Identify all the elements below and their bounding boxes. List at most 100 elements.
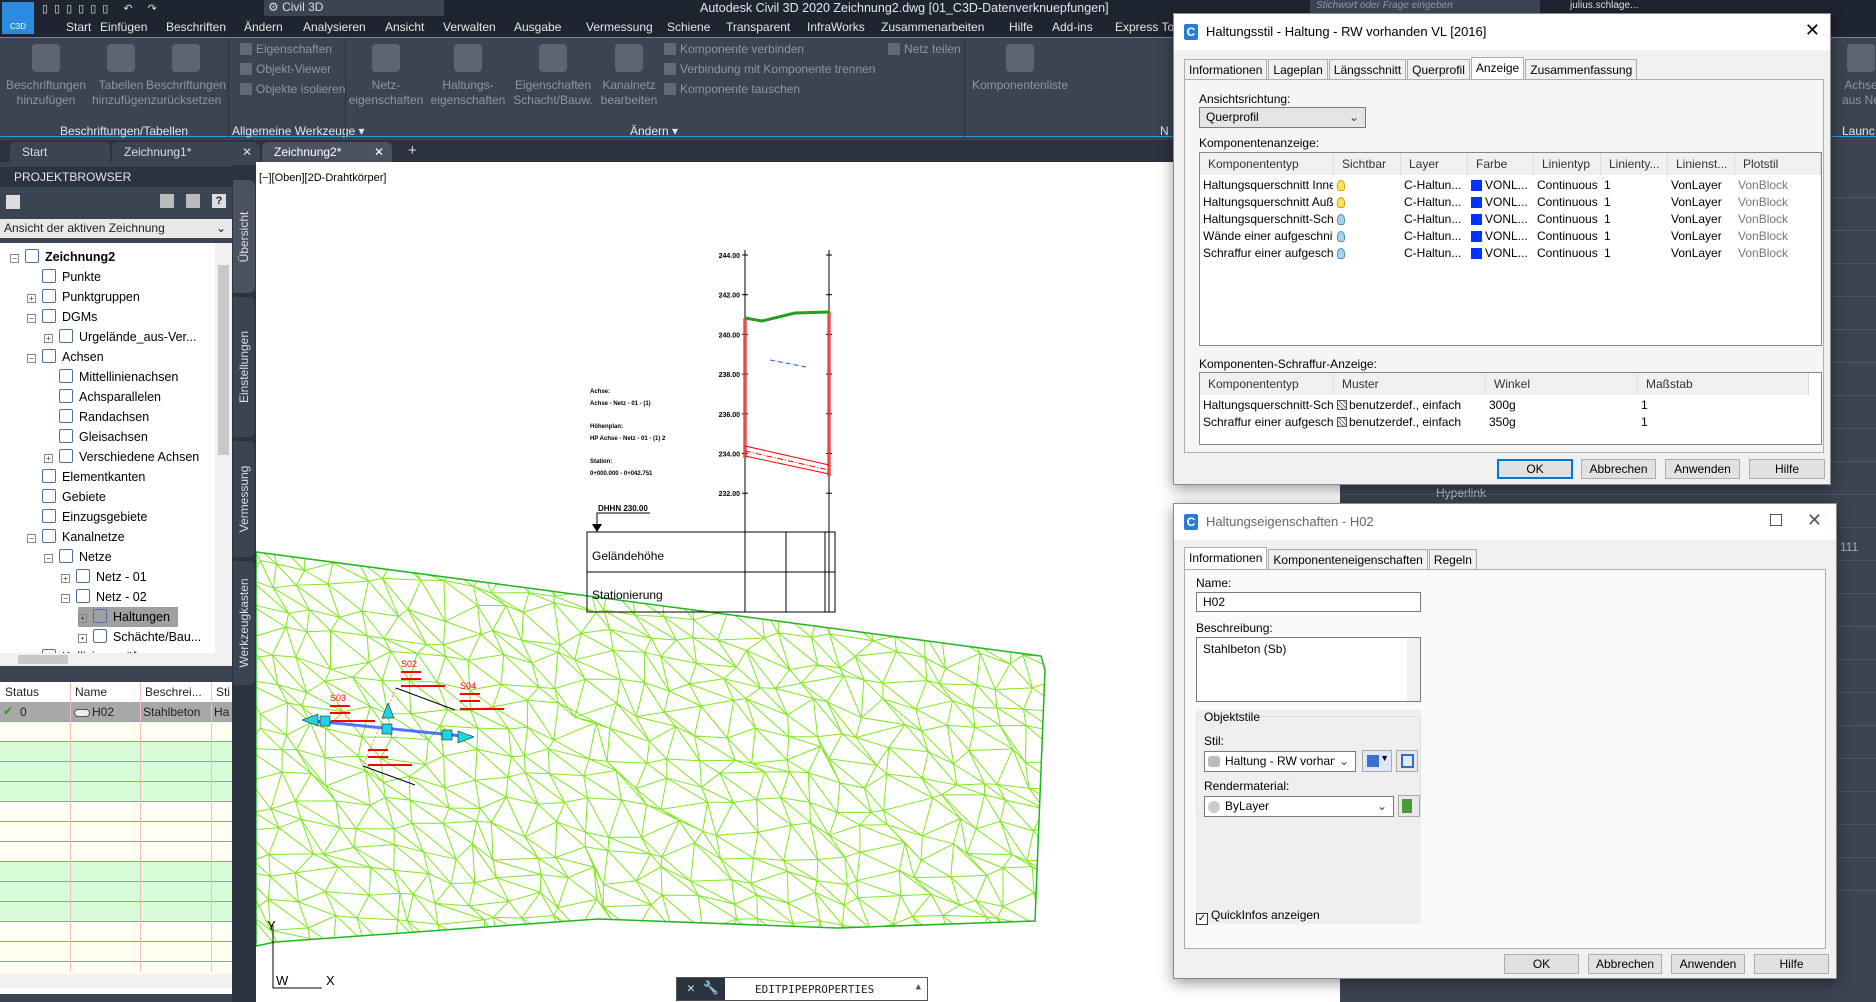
description-textarea[interactable]: Stahlbeton (Sb) (1196, 637, 1421, 702)
menu-infraworks[interactable]: InfraWorks (807, 20, 865, 34)
grip-arrow-up[interactable] (381, 702, 395, 719)
grid-cell-lineweight[interactable]: VonLayer (1671, 229, 1722, 243)
expand-toggle-icon[interactable]: − (27, 354, 36, 363)
table-row[interactable] (0, 822, 232, 842)
column-header[interactable]: Name (75, 685, 108, 699)
grid-cell-type[interactable]: Schraffur einer aufgeschnitt (1203, 246, 1333, 260)
grid-cell-pattern[interactable]: benutzerdef., einfach (1337, 414, 1485, 431)
grip-square[interactable] (381, 723, 393, 735)
column-header[interactable]: Komponententyp (1200, 373, 1334, 395)
tree-item[interactable]: Randachsen (44, 407, 149, 427)
column-header[interactable]: Linienst... (1668, 153, 1735, 175)
tab-komponenteneigenschaften[interactable]: Komponenteneigenschaften (1268, 549, 1428, 569)
help-button[interactable]: Hilfe (1749, 459, 1825, 479)
column-header[interactable]: Sichtbar (1334, 153, 1401, 175)
tree-item[interactable]: − Netz - 02 (61, 587, 147, 607)
grid-cell-layer[interactable]: C-Haltun... (1404, 246, 1462, 260)
grip-arrow-left[interactable] (301, 713, 319, 727)
table-row[interactable] (0, 882, 232, 902)
palette-header[interactable]: PROJEKTBROWSER (0, 167, 232, 187)
expand-toggle-icon[interactable]: + (61, 574, 70, 583)
expand-toggle-icon[interactable]: + (44, 454, 53, 463)
tree-item[interactable]: − Netze (44, 547, 112, 567)
drawing-area[interactable]: 244.00 242.00 240.00 238.00 236.00 234.00 232.… (256, 162, 1356, 1002)
menu-ausgabe[interactable]: Ausgabe (514, 20, 562, 34)
cancel-button[interactable]: Abbrechen (1581, 459, 1656, 479)
tree-item[interactable]: Gebiete (27, 487, 106, 507)
menu-express-tools[interactable]: Express Tools (1115, 20, 1190, 34)
alignment-from-network-button[interactable]: Achse aus Ne (1836, 44, 1876, 108)
menu-ansicht[interactable]: Ansicht (385, 20, 425, 34)
grid-cell-visible[interactable] (1337, 228, 1400, 245)
grid-cell-visible[interactable] (1337, 211, 1400, 228)
grid-cell-linetype[interactable]: Continuous (1537, 178, 1598, 192)
tree-item[interactable]: − Achsen (27, 347, 104, 367)
table-row[interactable] (0, 762, 232, 782)
dialog-titlebar[interactable]: C Haltungseigenschaften - H02 ✕ (1174, 504, 1836, 540)
tree-item[interactable]: Mittellinienachsen (44, 367, 178, 387)
grid-cell-plotstyle[interactable]: VonBlock (1738, 246, 1789, 260)
table-row[interactable] (0, 722, 232, 742)
column-header[interactable]: Komponententyp (1200, 153, 1334, 175)
add-labels-button[interactable]: Beschriftungen hinzufügen (6, 44, 86, 108)
style-select[interactable]: Haltung - RW vorhanden VL [2016]⌄ (1204, 751, 1356, 772)
grid-cell-scale[interactable]: 1 (1604, 246, 1611, 260)
table-row[interactable] (0, 862, 232, 882)
grip-arrow-right[interactable] (457, 730, 475, 744)
close-icon[interactable]: ✕ (241, 145, 252, 159)
view-select[interactable]: Ansicht der aktiven Zeichnung ⌄ (0, 219, 232, 238)
grid-cell-lineweight[interactable]: VonLayer (1671, 195, 1722, 209)
edit-style-button[interactable]: ▼ (1362, 750, 1392, 772)
grid-cell-color[interactable]: VONL... (1471, 228, 1533, 245)
column-header[interactable]: Muster (1334, 373, 1486, 395)
user-account[interactable]: julius.schlage... (1570, 0, 1639, 11)
cancel-button[interactable]: Abbrechen (1588, 954, 1662, 974)
grid-cell-scale[interactable]: 1 (1604, 212, 1611, 226)
grid-cell-layer[interactable]: C-Haltun... (1404, 212, 1462, 226)
preview-style-button[interactable] (1396, 750, 1418, 772)
column-header[interactable]: Farbe (1468, 153, 1534, 175)
grip-square[interactable] (319, 715, 331, 727)
lightbulb-off-icon[interactable] (1337, 214, 1345, 225)
grid-cell-linetype[interactable]: Continuous (1537, 212, 1598, 226)
table-row[interactable] (0, 742, 232, 762)
tree-item[interactable]: • Haltungen (78, 607, 178, 627)
table-hscrollbar[interactable] (0, 974, 232, 988)
column-header[interactable]: Winkel (1486, 373, 1638, 395)
close-icon[interactable]: ✕ (373, 145, 384, 159)
tab-overview[interactable]: Übersicht (233, 180, 255, 293)
panel-title-general-tools[interactable]: Allgemeine Werkzeuge ▾ (232, 124, 365, 138)
menu-schiene[interactable]: Schiene (667, 20, 711, 34)
panel-title-modify[interactable]: Ändern ▾ (630, 124, 679, 138)
grid-cell-scale[interactable]: 1 (1604, 195, 1611, 209)
menu-transparent[interactable]: Transparent (726, 20, 791, 34)
tree-item[interactable]: Kollisionsprüfungen (27, 647, 171, 653)
tree-item[interactable]: − Kanalnetze (27, 527, 125, 547)
close-button[interactable]: ✕ (1806, 510, 1822, 530)
apply-button[interactable]: Anwenden (1671, 954, 1745, 974)
help-button[interactable]: Hilfe (1754, 954, 1829, 974)
tree-hscrollbar[interactable] (0, 653, 232, 666)
grid-cell-type[interactable]: Haltungsquerschnitt Innenw (1203, 178, 1333, 192)
tooltips-checkbox[interactable]: ✓ QuickInfos anzeigen (1196, 908, 1320, 925)
column-header[interactable]: Status (5, 685, 40, 699)
textarea-scrollbar[interactable] (1407, 638, 1420, 701)
grid-cell-scale[interactable]: 1 (1641, 398, 1648, 412)
pipe-network[interactable]: S02 S03 S04 (301, 659, 504, 786)
column-header[interactable]: Maßstab (1638, 373, 1809, 395)
tab-zeichnung1[interactable]: Zeichnung1* ✕ (112, 142, 260, 162)
grid-cell-plotstyle[interactable]: VonBlock (1738, 229, 1789, 243)
network-properties-button[interactable]: Netz- eigenschaften (346, 44, 426, 108)
history-arrow-icon[interactable]: ▲ (915, 982, 921, 992)
disconnect-part-button[interactable]: Verbindung mit Komponente trennen (664, 62, 875, 76)
table-row[interactable] (0, 842, 232, 862)
properties-button[interactable]: Eigenschaften (240, 42, 332, 56)
tab-querprofil[interactable]: Querprofil (1407, 59, 1470, 79)
grid-cell-visible[interactable] (1337, 194, 1400, 211)
expand-toggle-icon[interactable]: − (44, 554, 53, 563)
grid-cell-plotstyle[interactable]: VonBlock (1738, 212, 1789, 226)
menu-beschriften[interactable]: Beschriften (166, 20, 227, 34)
menu-zusammenarbeiten[interactable]: Zusammenarbeiten (881, 20, 985, 34)
tree-item[interactable]: Einzugsgebiete (27, 507, 147, 527)
tab-lageplan[interactable]: Lageplan (1268, 59, 1328, 79)
